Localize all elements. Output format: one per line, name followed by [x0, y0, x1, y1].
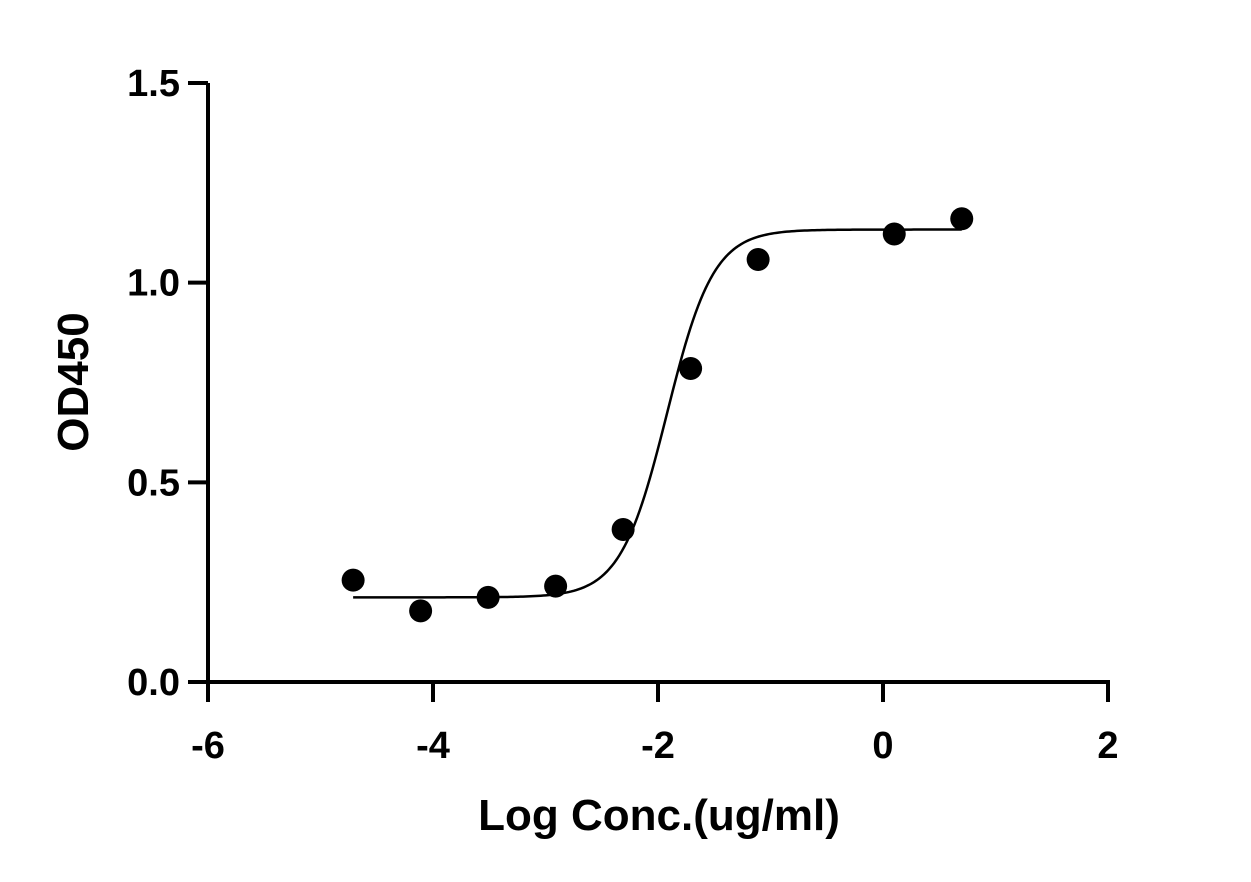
data-point [544, 574, 568, 598]
data-point [611, 517, 635, 541]
data-points-layer [341, 207, 974, 623]
x-tick-label: 0 [872, 725, 893, 767]
axes: 0.0 0.5 1.0 1.5 -6 -4 -2 0 2 [127, 63, 1118, 767]
x-tick-label: -4 [416, 725, 450, 767]
y-tick-label: 0.5 [127, 462, 180, 504]
data-point [679, 357, 703, 381]
x-tick-label: 2 [1097, 725, 1118, 767]
x-tick-label: -2 [641, 725, 675, 767]
data-point [476, 585, 500, 609]
y-tick-label: 1.5 [127, 63, 180, 105]
fit-curve-layer [353, 228, 962, 599]
y-axis-title: OD450 [49, 312, 98, 451]
x-tick-label: -6 [191, 725, 225, 767]
data-point [341, 568, 365, 592]
data-point [409, 599, 433, 623]
data-point [950, 207, 974, 231]
fit-curve [353, 228, 962, 599]
data-point [882, 222, 906, 246]
data-point [746, 248, 770, 272]
y-tick-label: 0.0 [127, 662, 180, 704]
x-axis-title: Log Conc.(ug/ml) [478, 791, 840, 840]
y-tick-label: 1.0 [127, 263, 180, 305]
